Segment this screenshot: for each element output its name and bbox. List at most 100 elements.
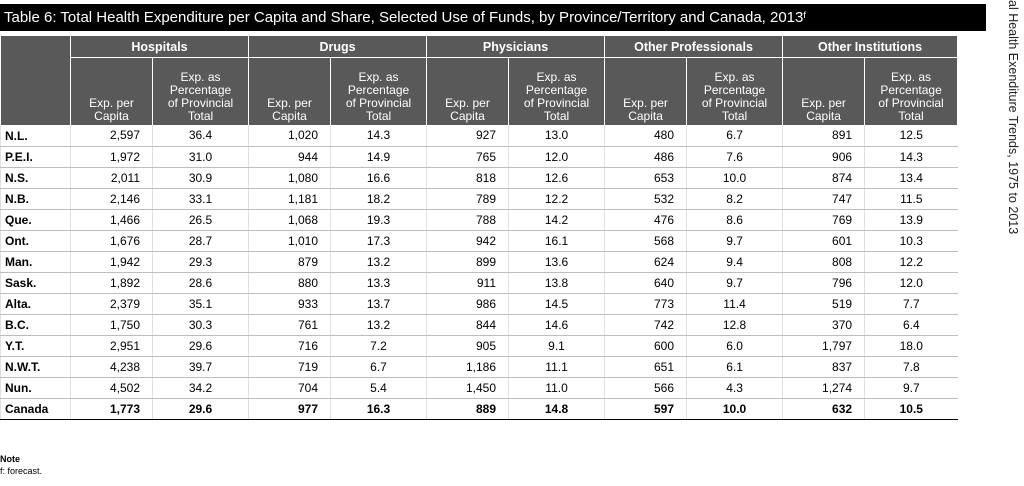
exp-percentage-cell: 11.5 — [864, 188, 958, 210]
exp-per-capita-cell: 1,010 — [248, 230, 331, 252]
subheader-line: Exp. per — [267, 96, 312, 110]
exp-per-capita-cell: 600 — [604, 335, 687, 357]
exp-per-capita-cell: 879 — [248, 251, 331, 273]
exp-percentage-cell: 16.1 — [508, 230, 605, 252]
table-title-text: Table 6: Total Health Expenditure per Ca… — [4, 9, 804, 26]
subheader-line: Exp. per — [445, 96, 490, 110]
exp-per-capita-cell: 773 — [604, 293, 687, 315]
exp-per-capita-cell: 1,020 — [248, 125, 331, 147]
exp-per-capita-cell: 1,450 — [426, 377, 509, 399]
exp-per-capita-cell: 788 — [426, 209, 509, 231]
exp-per-capita-cell: 1,181 — [248, 188, 331, 210]
table-row: P.E.I. 1,972 31.0 944 14.9 765 12.0 486 7.6 906 14… — [0, 146, 958, 168]
exp-percentage-cell: 5.4 — [330, 377, 427, 399]
exp-per-capita-cell: 927 — [426, 125, 509, 147]
subheader-line: Exp. per — [801, 96, 846, 110]
exp-per-capita-cell: 1,466 — [70, 209, 153, 231]
exp-per-capita-cell: 704 — [248, 377, 331, 399]
exp-per-capita-cell: 1,773 — [70, 398, 153, 420]
exp-percentage-cell: 35.1 — [151, 293, 249, 315]
subheader-line: of Provincial — [345, 96, 412, 110]
exp-percentage-cell: 26.5 — [151, 209, 249, 231]
exp-percentage-cell: 12.6 — [508, 167, 605, 189]
exp-percentage-cell: 6.0 — [686, 335, 783, 357]
subheader-line: Total — [721, 109, 748, 123]
exp-percentage-cell: 12.0 — [508, 146, 605, 168]
exp-percentage-cell: 29.3 — [151, 251, 249, 273]
note-title: Note — [0, 454, 20, 464]
exp-percentage-cell: 18.0 — [864, 335, 958, 357]
subheader-line: Exp. per — [623, 96, 668, 110]
exp-per-capita-cell: 370 — [782, 314, 865, 336]
table-row: N.W.T. 4,238 39.7 719 6.7 1,186 11.1 651 6.1 837 7… — [0, 356, 958, 378]
table-row: N.S. 2,011 30.9 1,080 16.6 818 12.6 653 10.0 874 1… — [0, 167, 958, 189]
subheader-line: Capita — [94, 109, 129, 123]
exp-per-capita-cell: 796 — [782, 272, 865, 294]
exp-per-capita-cell: 519 — [782, 293, 865, 315]
exp-per-capita-cell: 933 — [248, 293, 331, 315]
expenditure-table: Hospitals Drugs Physicians Other Profess… — [0, 36, 959, 420]
exp-per-capita-cell: 632 — [782, 398, 865, 420]
subheader-line: Percentage — [703, 83, 766, 97]
exp-percentage-cell: 29.6 — [151, 398, 249, 420]
subheader-exp-percentage: Exp. as Percentage of Provincial Total — [151, 57, 250, 125]
table-row: Sask. 1,892 28.6 880 13.3 911 13.8 640 9.7 796 12.… — [0, 272, 958, 294]
exp-percentage-cell: 12.2 — [508, 188, 605, 210]
exp-per-capita-cell: 2,597 — [70, 125, 153, 147]
exp-per-capita-cell: 986 — [426, 293, 509, 315]
subheader-exp-per-capita: Exp. per Capita — [782, 57, 866, 125]
province-cell: Alta. — [0, 293, 71, 315]
subheader-line: Capita — [272, 109, 307, 123]
exp-percentage-cell: 13.4 — [864, 167, 958, 189]
table-row: Alta. 2,379 35.1 933 13.7 986 14.5 773 11.4 519 7.… — [0, 293, 958, 315]
exp-per-capita-cell: 1,080 — [248, 167, 331, 189]
exp-percentage-cell: 6.1 — [686, 356, 783, 378]
exp-per-capita-cell: 1,797 — [782, 335, 865, 357]
exp-per-capita-cell: 568 — [604, 230, 687, 252]
exp-percentage-cell: 34.2 — [151, 377, 249, 399]
exp-percentage-cell: 9.7 — [686, 230, 783, 252]
exp-percentage-cell: 14.6 — [508, 314, 605, 336]
group-header-drugs: Drugs — [248, 36, 428, 58]
exp-per-capita-cell: 906 — [782, 146, 865, 168]
province-cell: P.E.I. — [0, 146, 71, 168]
exp-per-capita-cell: 818 — [426, 167, 509, 189]
exp-per-capita-cell: 880 — [248, 272, 331, 294]
province-cell: B.C. — [0, 314, 71, 336]
subheader-exp-percentage: Exp. as Percentage of Provincial Total — [864, 57, 959, 125]
province-cell: Nun. — [0, 377, 71, 399]
note-text: f: forecast. — [0, 466, 43, 476]
group-header-hospitals: Hospitals — [69, 36, 250, 58]
exp-percentage-cell: 13.2 — [330, 314, 427, 336]
subheader-line: Exp. as — [891, 70, 932, 84]
exp-per-capita-cell: 716 — [248, 335, 331, 357]
exp-per-capita-cell: 1,892 — [70, 272, 153, 294]
group-header-other-institutions: Other Institutions — [782, 36, 959, 58]
province-cell: Y.T. — [0, 335, 71, 357]
exp-per-capita-cell: 653 — [604, 167, 687, 189]
exp-percentage-cell: 7.8 — [864, 356, 958, 378]
exp-per-capita-cell: 742 — [604, 314, 687, 336]
exp-per-capita-cell: 640 — [604, 272, 687, 294]
subheader-line: Percentage — [169, 83, 232, 97]
subheader-exp-per-capita: Exp. per Capita — [70, 57, 153, 125]
table-row: Ont. 1,676 28.7 1,010 17.3 942 16.1 568 9.7 601 10… — [0, 230, 958, 252]
subheader-line: Exp. per — [89, 96, 134, 110]
exp-per-capita-cell: 769 — [782, 209, 865, 231]
subheader-line: Total — [365, 109, 392, 123]
exp-per-capita-cell: 486 — [604, 146, 687, 168]
exp-per-capita-cell: 1,972 — [70, 146, 153, 168]
exp-per-capita-cell: 747 — [782, 188, 865, 210]
exp-percentage-cell: 31.0 — [151, 146, 249, 168]
exp-per-capita-cell: 2,379 — [70, 293, 153, 315]
subheader-exp-per-capita: Exp. per Capita — [248, 57, 332, 125]
exp-percentage-cell: 12.0 — [864, 272, 958, 294]
exp-percentage-cell: 10.0 — [686, 167, 783, 189]
province-cell: N.B. — [0, 188, 71, 210]
exp-per-capita-cell: 977 — [248, 398, 331, 420]
exp-per-capita-cell: 1,274 — [782, 377, 865, 399]
exp-per-capita-cell: 624 — [604, 251, 687, 273]
exp-per-capita-cell: 905 — [426, 335, 509, 357]
sub-header-row: Exp. per Capita Exp. as Percentage of Provin… — [1, 57, 959, 125]
subheader-line: Percentage — [525, 83, 588, 97]
